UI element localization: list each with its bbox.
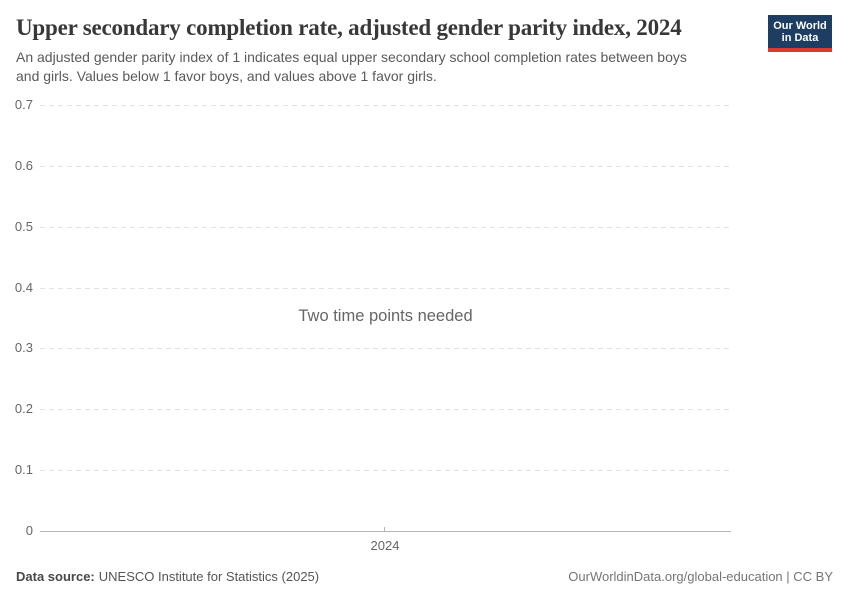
x-axis-tick (384, 527, 385, 532)
x-axis-tick-label: 2024 (370, 538, 400, 553)
y-axis-tick-label: 0.7 (14, 97, 33, 112)
y-gridline (40, 165, 731, 167)
owid-logo-line2: in Data (781, 31, 819, 44)
y-axis-tick-label: 0.5 (14, 218, 33, 234)
owid-logo: Our World in Data (768, 15, 832, 52)
y-axis-tick-label: 0.1 (14, 462, 33, 478)
y-gridline (40, 470, 731, 472)
y-gridline (40, 105, 731, 106)
y-axis-tick-label: 0 (25, 523, 33, 538)
y-axis-tick-label: 0.2 (14, 401, 33, 417)
y-gridline (40, 409, 731, 411)
y-axis-tick-label: 0.3 (14, 340, 33, 356)
y-axis-tick-label: 0.6 (14, 157, 33, 173)
y-gridline (40, 226, 731, 228)
y-gridline (40, 348, 731, 350)
chart-subtitle: An adjusted gender parity index of 1 ind… (16, 49, 687, 84)
chart-title: Upper secondary completion rate, adjuste… (16, 15, 682, 40)
owid-logo-line1: Our World (773, 19, 827, 32)
y-axis-tick-label: 0.4 (14, 279, 33, 295)
empty-chart-message: Two time points needed (298, 307, 473, 325)
y-gridline (40, 287, 731, 289)
data-source: Data source: UNESCO Institute for Statist… (16, 569, 319, 584)
footer-attribution: OurWorldinData.org/global-education | CC… (568, 569, 833, 584)
data-source-value: UNESCO Institute for Statistics (2025) (98, 569, 320, 584)
data-source-label: Data source: (16, 569, 95, 584)
x-axis-line (40, 531, 731, 532)
